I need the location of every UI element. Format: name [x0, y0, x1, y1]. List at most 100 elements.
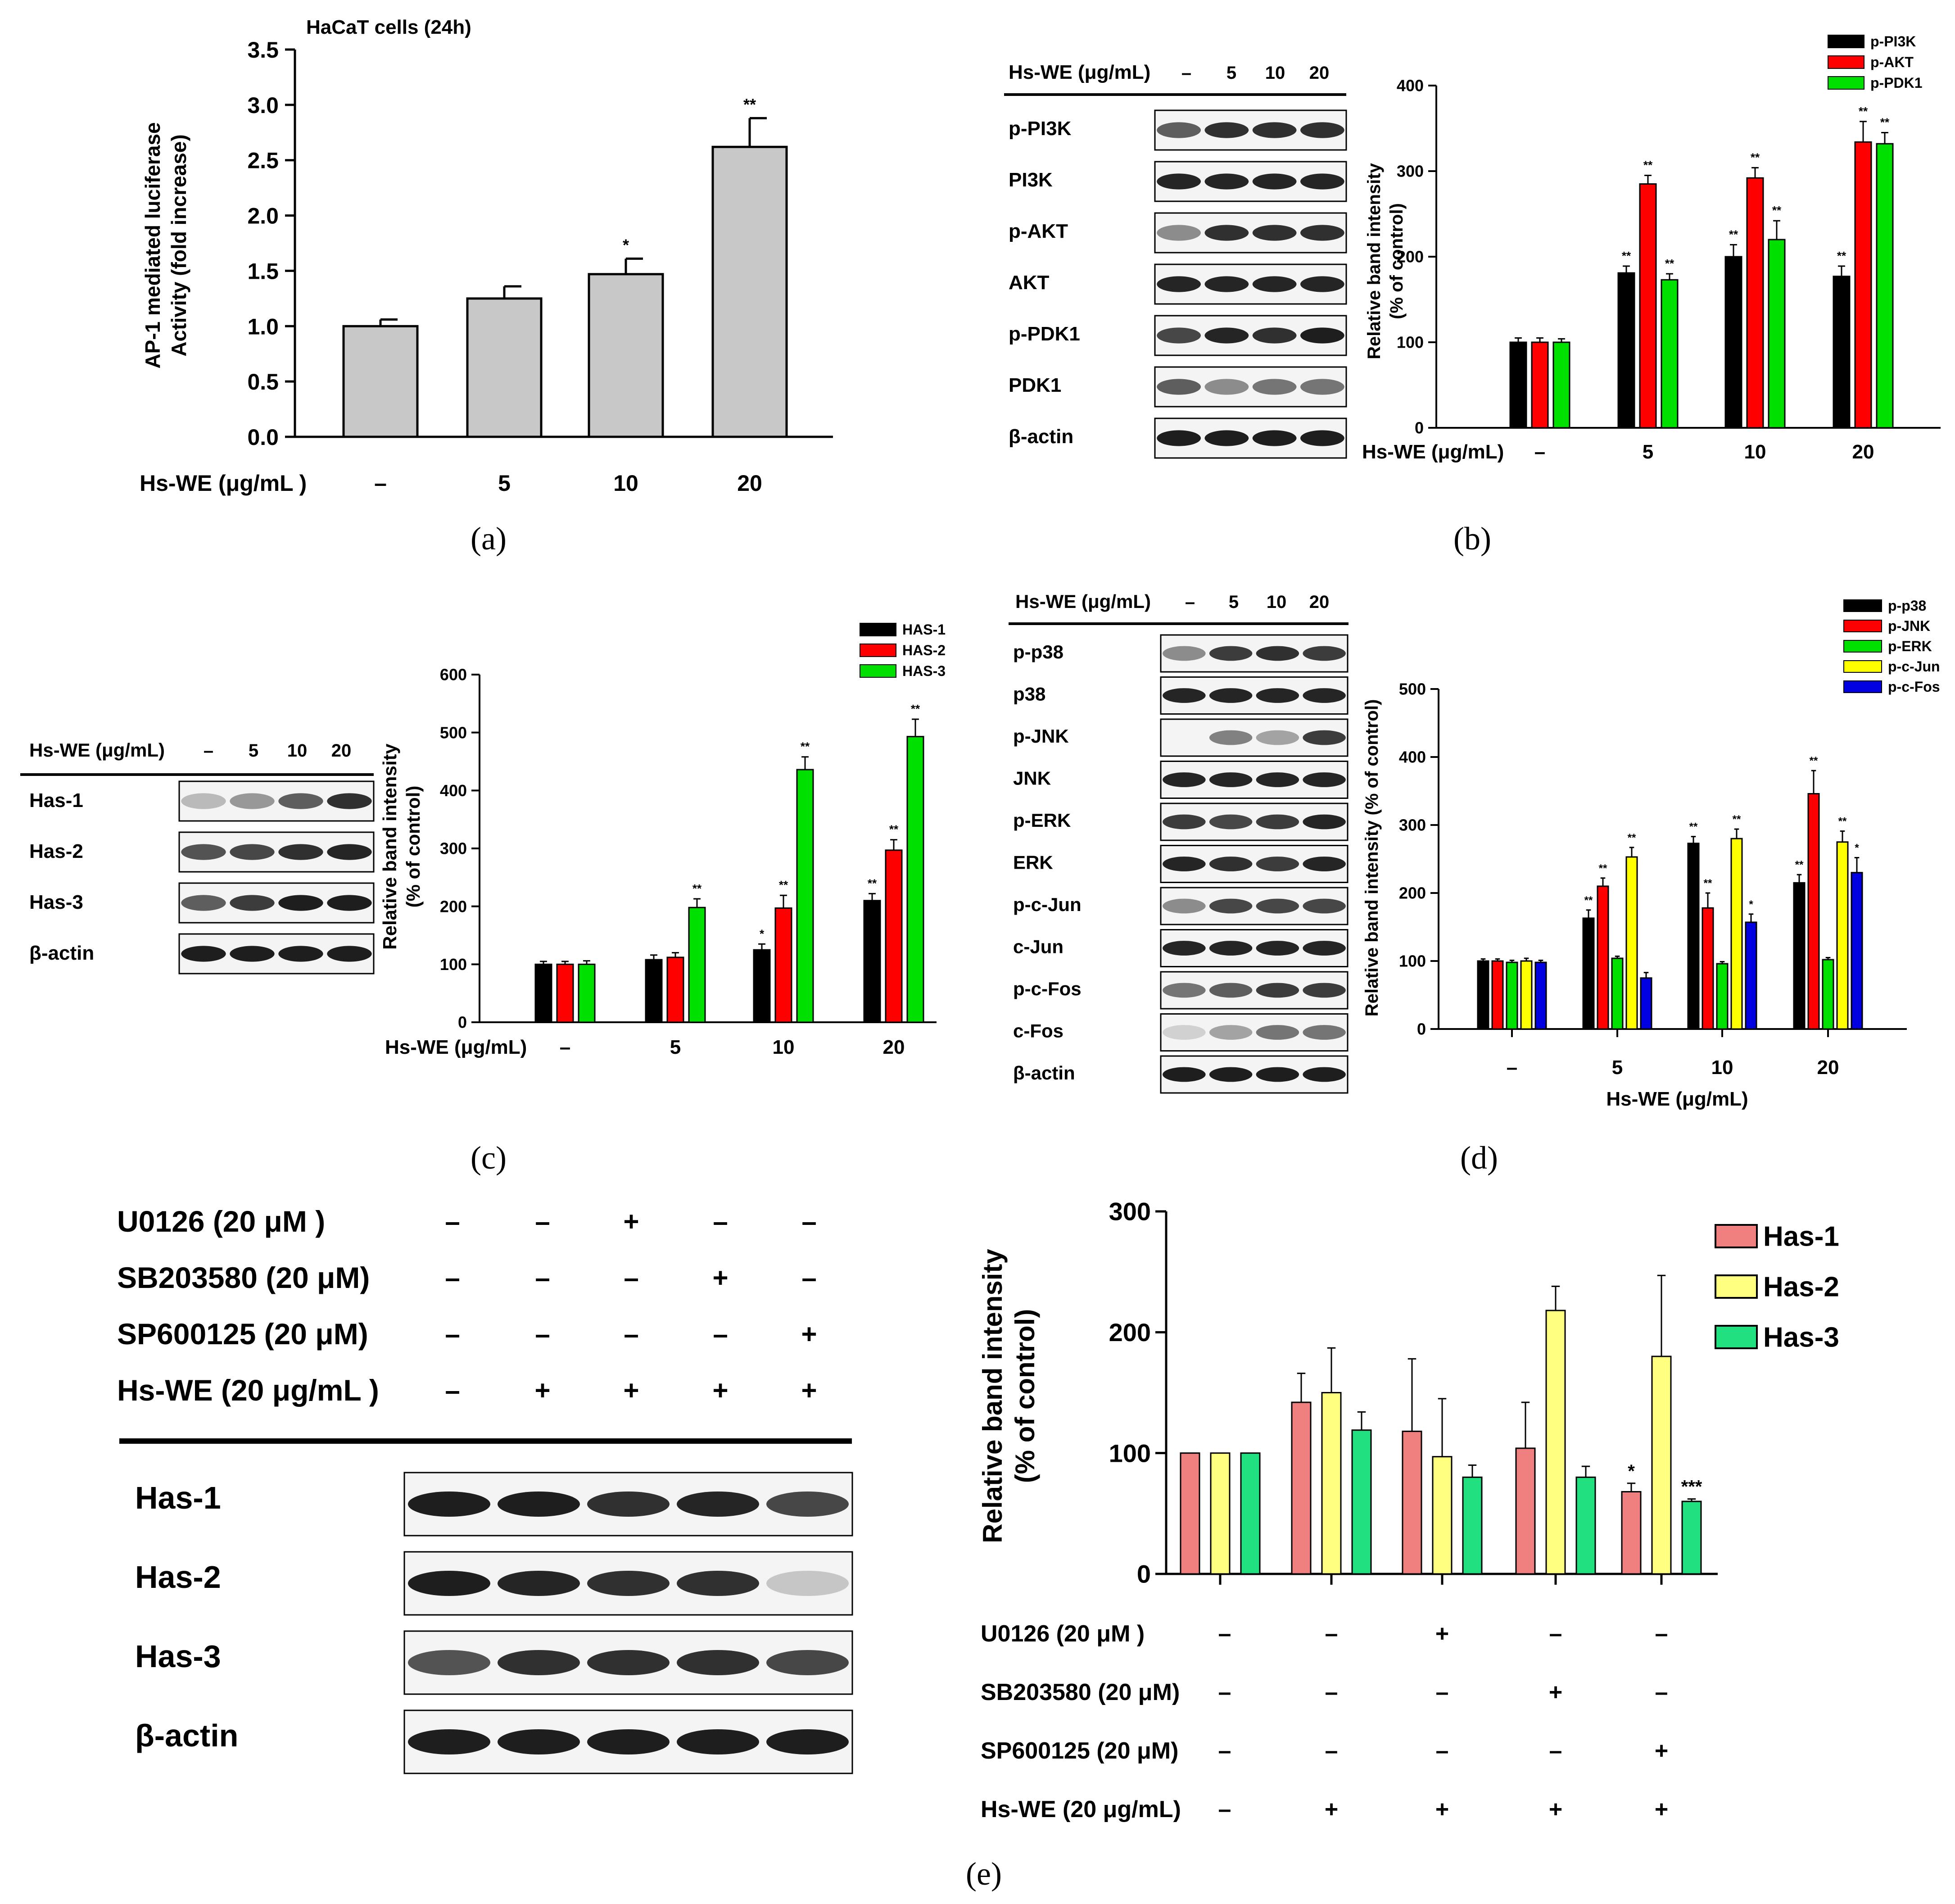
- panel-b-lane-label: 5: [1226, 63, 1236, 83]
- panel-a-title: HaCaT cells (24h): [306, 16, 471, 38]
- panel-b-blot-band: [1252, 276, 1297, 292]
- panel-d-blot-band: [1209, 814, 1253, 830]
- panel-d-blot-band: [1209, 898, 1253, 914]
- panel-b-blot-row-label: p-PI3K: [1009, 118, 1072, 140]
- panel-b-blot-row-label: AKT: [1009, 272, 1050, 294]
- panel-e-blot-band: [766, 1650, 849, 1675]
- panel-c-blot-band: [181, 793, 226, 809]
- panel-d-blot-row-label: p-JNK: [1013, 725, 1069, 747]
- panel-d-blot-band: [1256, 898, 1299, 914]
- panel-b-chart: Relative band intensity (% of control) H…: [1362, 33, 1941, 463]
- panel-e-bar: [1681, 1501, 1702, 1575]
- panel-d-blot-band: [1256, 1025, 1299, 1040]
- panel-b-ytick-label: 300: [1397, 162, 1424, 181]
- panel-c-legend-swatch: [860, 644, 896, 657]
- panel-d-bar: [1611, 957, 1624, 1030]
- panel-b-blot-band: [1204, 327, 1249, 344]
- panel-e-bar: [1545, 1310, 1566, 1575]
- panel-d-blot-band: [1256, 983, 1299, 998]
- panel-d-blot-band: [1256, 730, 1299, 745]
- panel-a-ylabel-line2: Activity (fold increase): [167, 134, 190, 356]
- panel-e-blot-treatment-sign: –: [535, 1206, 550, 1237]
- panel-c-lane-label: –: [204, 741, 213, 761]
- panel-e-bar: [1402, 1430, 1422, 1575]
- panel-e-blot-row-label: β-actin: [135, 1718, 238, 1753]
- panel-e-blot-treatment-sign: –: [535, 1319, 550, 1349]
- panel-d-xtick-label: 10: [1711, 1056, 1733, 1079]
- panel-e-blot-band: [766, 1571, 849, 1596]
- panel-d-xtick-label: –: [1507, 1056, 1517, 1079]
- panel-d-blot-band: [1256, 941, 1299, 956]
- panel-d-ylabel-text: Relative band intensity (% of control): [1362, 699, 1382, 1017]
- panel-b-blot-band: [1252, 379, 1297, 395]
- panel-d-bar: [1582, 917, 1595, 1030]
- panel-d-ytick-label: 100: [1399, 952, 1426, 970]
- panel-c-bar: [796, 769, 814, 1023]
- panel-a-significance: *: [623, 236, 629, 254]
- panel-b-bar: [1854, 141, 1872, 429]
- panel-d-legend-swatch: [1843, 660, 1882, 673]
- panel-b-blot-band: [1300, 379, 1344, 395]
- panel-e-blot-treatment-sign: +: [712, 1375, 728, 1405]
- panel-b-legend-swatch: [1828, 76, 1864, 90]
- panel-d-blot-header: Hs-WE (μg/mL): [1015, 591, 1151, 612]
- panel-d-chart: Relative band intensity (% of control) H…: [1362, 598, 1940, 1110]
- panel-d-bar: [1793, 882, 1806, 1030]
- panel-e-blot-treatment-sign: –: [445, 1206, 460, 1237]
- panel-e-chart: Relative band intensity (% of control) 0…: [978, 1197, 1839, 1822]
- panel-d-blot-band: [1163, 898, 1206, 914]
- panel-b-xtick-label: 5: [1643, 441, 1653, 463]
- panel-d-ytick-label: 500: [1399, 680, 1426, 698]
- panel-e-blot-treatment-sign: +: [623, 1206, 639, 1237]
- panel-c-significance: *: [760, 927, 765, 940]
- panel-e-legend-swatch: [1715, 1224, 1758, 1248]
- panel-b-significance: **: [1729, 227, 1738, 241]
- panel-c-bar: [863, 900, 881, 1023]
- panel-a-ytick-label: 1.0: [247, 314, 279, 339]
- panel-e-bar: [1240, 1452, 1261, 1575]
- panel-e-bar: [1180, 1452, 1200, 1575]
- panel-c-bar: [666, 957, 684, 1023]
- panel-d-blot-band: [1256, 772, 1299, 787]
- panel-e-blot-band: [676, 1491, 760, 1517]
- panel-d-blot-band: [1209, 941, 1253, 956]
- panel-e-bar: [1351, 1429, 1372, 1575]
- panel-a-ytick-label: 3.5: [247, 37, 279, 63]
- panel-d-blot-row-label: p-ERK: [1013, 810, 1071, 831]
- panel-e-legend-label: Has-3: [1763, 1322, 1839, 1353]
- panel-b-bar: [1531, 341, 1549, 429]
- panel-a-ytick-label: 2.5: [247, 148, 279, 173]
- panel-d-blot-band: [1303, 857, 1346, 871]
- panel-e-blot-treatment-sign: –: [624, 1319, 638, 1349]
- panel-e-treatment-sign: +: [1435, 1621, 1449, 1647]
- panel-a-xtick-label: 10: [613, 471, 638, 496]
- panel-e-blot-band: [676, 1571, 760, 1596]
- panel-e-bar: [1575, 1476, 1596, 1575]
- panel-b-blot-band: [1252, 122, 1297, 138]
- panel-a-bar: [466, 297, 543, 438]
- panel-c-ylabel: Relative band intensity (% of control): [379, 743, 424, 950]
- panel-e-blot-row-label: Has-3: [135, 1639, 221, 1674]
- panel-a-ylabel: AP-1 mediated luciferase Activity (fold …: [141, 122, 190, 368]
- panel-d-bar: [1506, 961, 1518, 1030]
- panel-e-ylabel-line1: Relative band intensity: [978, 1249, 1008, 1543]
- panel-b-legend-label: p-PDK1: [1870, 75, 1923, 91]
- panel-e-legend-swatch: [1715, 1274, 1758, 1299]
- panel-d-significance: **: [1704, 877, 1712, 889]
- panel-d-lane-label: –: [1185, 592, 1195, 612]
- panel-b-xtick-label: –: [1534, 441, 1545, 463]
- panel-c-bar: [753, 949, 771, 1023]
- panel-b-blot-band: [1204, 225, 1249, 241]
- panel-d-blot-band: [1303, 1025, 1346, 1040]
- panel-c-label: (c): [471, 1140, 507, 1176]
- panel-b-ytick-label: 200: [1397, 248, 1424, 266]
- panel-d-xtick-label: 20: [1817, 1056, 1839, 1079]
- panel-d-blot-band: [1303, 688, 1346, 703]
- panel-e-blot-treatment-sign: –: [713, 1319, 728, 1349]
- panel-d-bar: [1520, 960, 1533, 1030]
- panel-d-bar: [1702, 907, 1714, 1030]
- panel-d-blot-row-label: β-actin: [1013, 1062, 1075, 1083]
- panel-e-blot-treatment-label: SB203580 (20 μM): [117, 1261, 370, 1294]
- panel-e-treatment-sign: –: [1436, 1679, 1449, 1705]
